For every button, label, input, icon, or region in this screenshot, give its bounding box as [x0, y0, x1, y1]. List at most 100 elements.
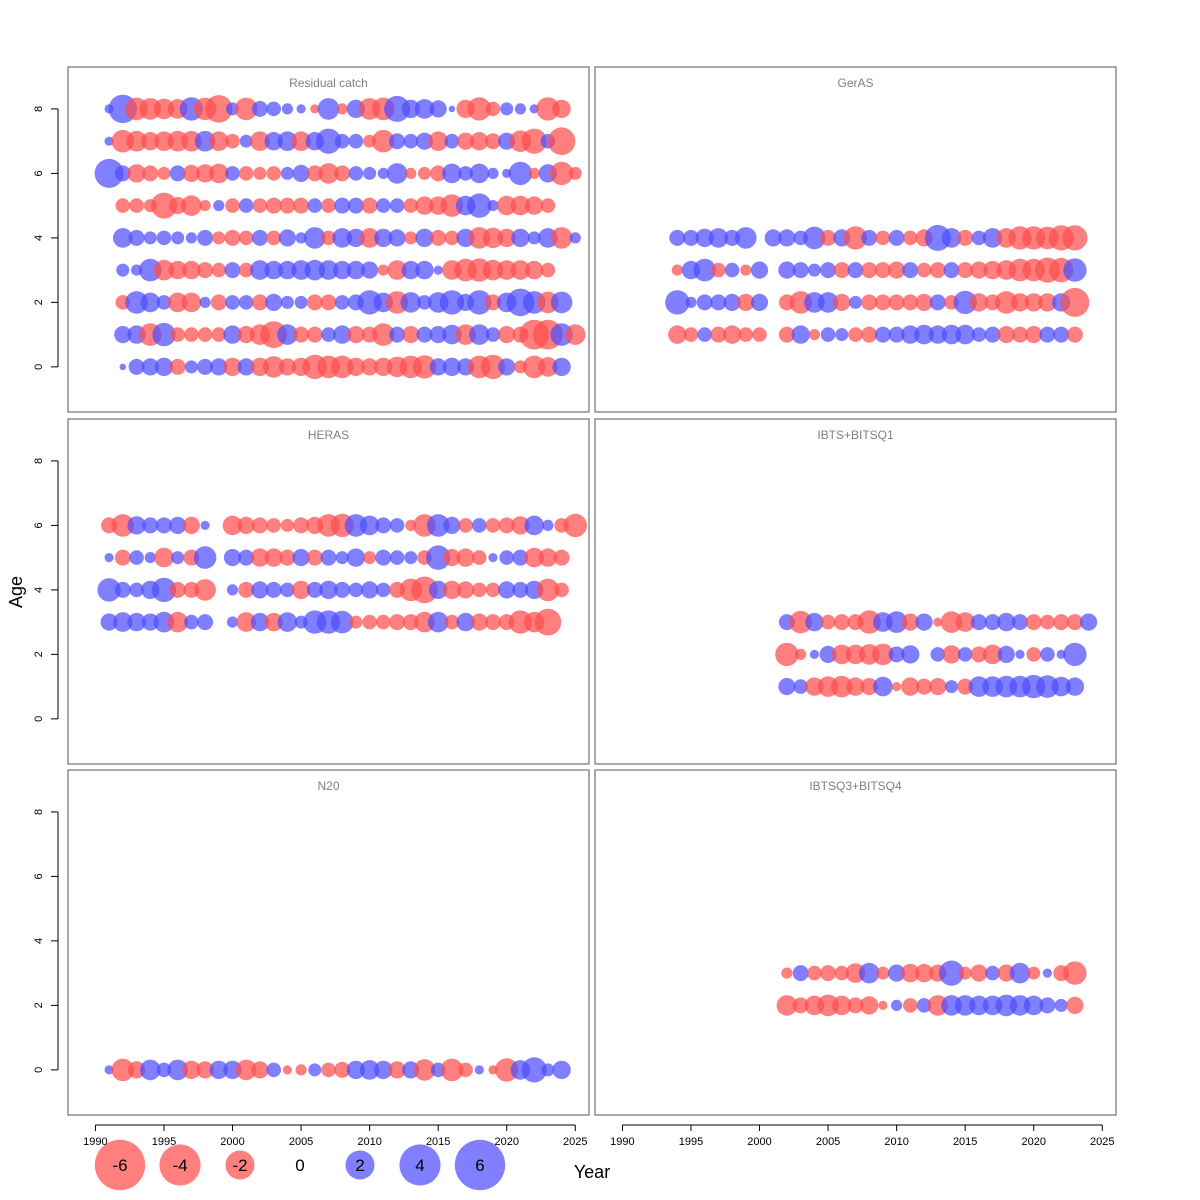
- bubble: [294, 295, 308, 309]
- bubble: [874, 262, 891, 279]
- bubble: [193, 546, 217, 569]
- bubble: [1015, 649, 1025, 660]
- bubble: [458, 1062, 473, 1078]
- bubble: [209, 1060, 228, 1080]
- bubble: [252, 198, 268, 213]
- bubble: [710, 294, 727, 311]
- bubble: [265, 293, 283, 311]
- bubble: [524, 547, 544, 568]
- bubble: [334, 581, 351, 598]
- x-tick-label: 2025: [563, 1136, 587, 1148]
- bubble: [104, 136, 114, 146]
- bubble: [113, 228, 133, 248]
- bubble: [916, 998, 932, 1013]
- bubble: [861, 262, 878, 279]
- bubble: [817, 994, 839, 1017]
- bubble: [1009, 995, 1031, 1016]
- bubble: [534, 608, 562, 636]
- bubble: [224, 229, 241, 246]
- bubble: [456, 548, 475, 567]
- bubble: [321, 230, 336, 246]
- bubble: [997, 964, 1015, 982]
- legend-label: 4: [415, 1156, 424, 1175]
- bubble: [538, 548, 558, 567]
- bubble: [525, 196, 544, 215]
- bubble: [1053, 326, 1070, 343]
- bubble: [182, 164, 200, 182]
- bubble: [938, 960, 965, 986]
- bubble: [429, 580, 448, 600]
- bubble: [238, 295, 254, 310]
- bubble: [953, 290, 977, 315]
- legend-label: -4: [172, 1156, 187, 1175]
- bubble: [458, 166, 473, 181]
- bubble: [169, 358, 186, 375]
- bubble: [861, 326, 878, 343]
- bubble: [888, 964, 906, 982]
- bubble: [251, 100, 268, 117]
- bubble: [1054, 998, 1068, 1012]
- y-axis: 0 2 4 6 8: [33, 809, 59, 1073]
- bubble: [496, 260, 517, 280]
- bubble: [995, 291, 1018, 314]
- bubble: [565, 324, 586, 345]
- bubble: [152, 322, 176, 347]
- bubble: [348, 166, 364, 181]
- bubble: [1062, 225, 1088, 251]
- bubble: [1040, 614, 1055, 630]
- bubble: [225, 133, 240, 149]
- bubble: [170, 327, 185, 342]
- bubble: [334, 165, 351, 182]
- bubble: [457, 132, 475, 150]
- bubble: [153, 98, 175, 120]
- bubble: [738, 327, 754, 342]
- bubble: [185, 232, 197, 244]
- x-axis: 1990 1995 2000 2005 2010 2015 2020 2025: [83, 1124, 588, 1148]
- bubble: [157, 166, 171, 180]
- bubble: [304, 259, 326, 281]
- bubble: [929, 678, 947, 696]
- bubble: [415, 196, 434, 215]
- bubble: [386, 163, 408, 184]
- x-tick-label: 2010: [357, 1136, 381, 1148]
- x-tick-label: 2005: [816, 1136, 840, 1148]
- bubble: [521, 128, 547, 154]
- bubble: [521, 1057, 547, 1083]
- bubble: [1036, 675, 1059, 698]
- bubble: [888, 261, 906, 279]
- bubble: [426, 545, 451, 570]
- bubble: [858, 962, 880, 984]
- bubble: [182, 1060, 201, 1080]
- bubble: [142, 517, 159, 534]
- bubble: [330, 355, 354, 379]
- bubble: [304, 227, 326, 249]
- x-tick-label: 1990: [610, 1136, 634, 1148]
- bubble: [156, 1062, 172, 1078]
- bubble: [683, 327, 699, 342]
- bubble: [874, 294, 891, 311]
- bubble: [347, 326, 365, 344]
- bubble: [511, 516, 530, 535]
- bubble: [388, 1061, 406, 1079]
- bubble: [472, 518, 487, 533]
- bubble: [792, 997, 809, 1014]
- bubble: [377, 167, 389, 179]
- panels: Residual catch GerAS HERAS IBTS+BITSQ1 N20 IB…: [67, 66, 1117, 1116]
- bubble: [902, 262, 919, 279]
- bubble: [210, 294, 227, 311]
- bubble: [237, 326, 255, 344]
- bubble: [200, 520, 210, 531]
- bubble: [878, 1000, 888, 1011]
- bubble: [916, 678, 933, 695]
- bubble: [847, 262, 864, 279]
- bubble: [197, 614, 214, 631]
- panel-frame: [67, 769, 590, 1116]
- bubble: [375, 549, 392, 566]
- bubble: [413, 1059, 436, 1081]
- bubble: [318, 260, 339, 280]
- bubble: [553, 549, 570, 566]
- bubble: [209, 163, 229, 184]
- bubble: [375, 517, 392, 534]
- bubble: [414, 99, 435, 119]
- bubble: [251, 517, 268, 534]
